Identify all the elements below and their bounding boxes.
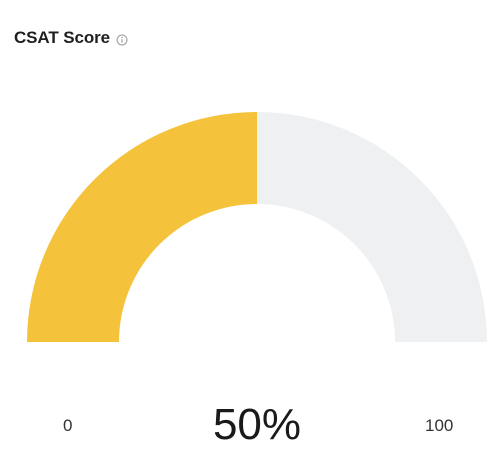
card-title: CSAT Score (14, 28, 110, 47)
gauge-max-label: 100 (425, 416, 454, 435)
gauge-value: 50% (212, 400, 302, 449)
gauge-fill (27, 112, 257, 342)
info-circle-icon[interactable] (116, 33, 128, 46)
gauge-min-label: 0 (63, 416, 73, 435)
card-header: CSAT Score (14, 28, 128, 48)
gauge-track (257, 112, 487, 342)
